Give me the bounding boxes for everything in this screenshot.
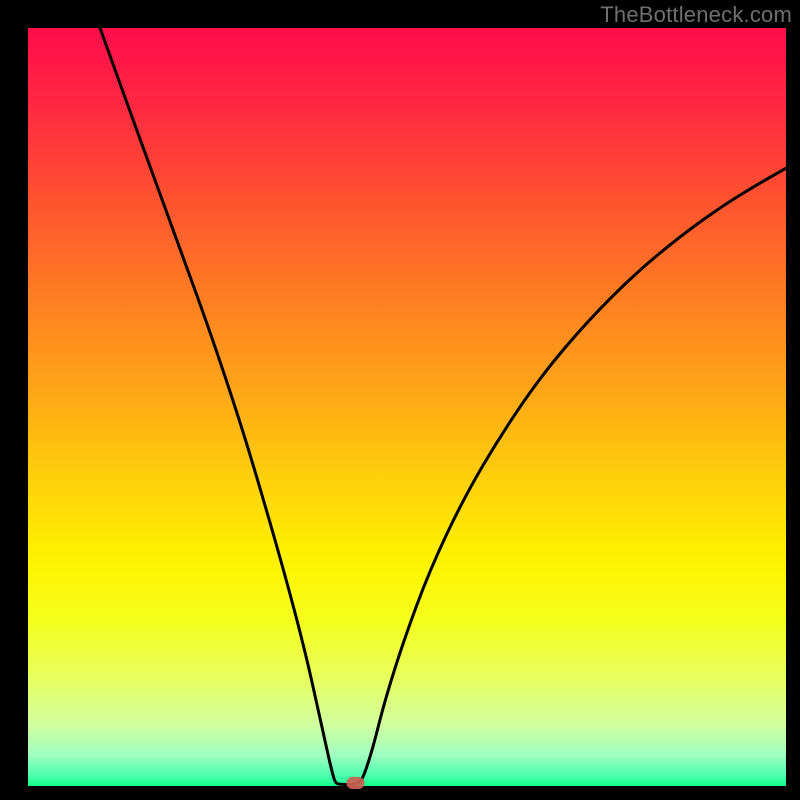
watermark-text: TheBottleneck.com xyxy=(600,2,792,28)
optimal-marker xyxy=(346,777,364,789)
bottleneck-chart xyxy=(0,0,800,800)
chart-container: TheBottleneck.com xyxy=(0,0,800,800)
